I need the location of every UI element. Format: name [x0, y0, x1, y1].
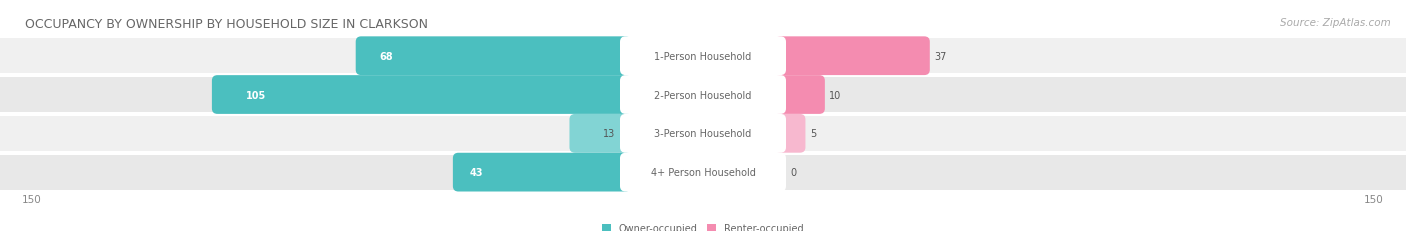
Text: 43: 43	[470, 167, 484, 177]
FancyBboxPatch shape	[569, 114, 631, 153]
FancyBboxPatch shape	[453, 153, 631, 192]
FancyBboxPatch shape	[356, 37, 631, 76]
Text: 5: 5	[810, 129, 817, 139]
Text: 0: 0	[790, 167, 797, 177]
Bar	[0, 78, 1406, 112]
FancyBboxPatch shape	[620, 114, 786, 153]
Bar	[0, 39, 1406, 74]
Text: 10: 10	[830, 90, 842, 100]
FancyBboxPatch shape	[775, 37, 929, 76]
Legend: Owner-occupied, Renter-occupied: Owner-occupied, Renter-occupied	[602, 224, 804, 231]
Text: OCCUPANCY BY OWNERSHIP BY HOUSEHOLD SIZE IN CLARKSON: OCCUPANCY BY OWNERSHIP BY HOUSEHOLD SIZE…	[25, 18, 427, 30]
Bar	[0, 155, 1406, 190]
FancyBboxPatch shape	[775, 114, 806, 153]
FancyBboxPatch shape	[212, 76, 631, 114]
FancyBboxPatch shape	[620, 37, 786, 76]
Text: 1-Person Household: 1-Person Household	[654, 52, 752, 61]
Text: 4+ Person Household: 4+ Person Household	[651, 167, 755, 177]
Text: 105: 105	[246, 90, 266, 100]
Bar	[0, 116, 1406, 151]
Text: 68: 68	[380, 52, 394, 61]
Text: 13: 13	[603, 129, 616, 139]
Text: 37: 37	[935, 52, 946, 61]
Text: Source: ZipAtlas.com: Source: ZipAtlas.com	[1281, 18, 1391, 27]
Text: 150: 150	[1364, 194, 1384, 204]
Text: 150: 150	[22, 194, 42, 204]
FancyBboxPatch shape	[620, 76, 786, 114]
Text: 3-Person Household: 3-Person Household	[654, 129, 752, 139]
Text: 2-Person Household: 2-Person Household	[654, 90, 752, 100]
FancyBboxPatch shape	[775, 76, 825, 114]
FancyBboxPatch shape	[620, 153, 786, 192]
